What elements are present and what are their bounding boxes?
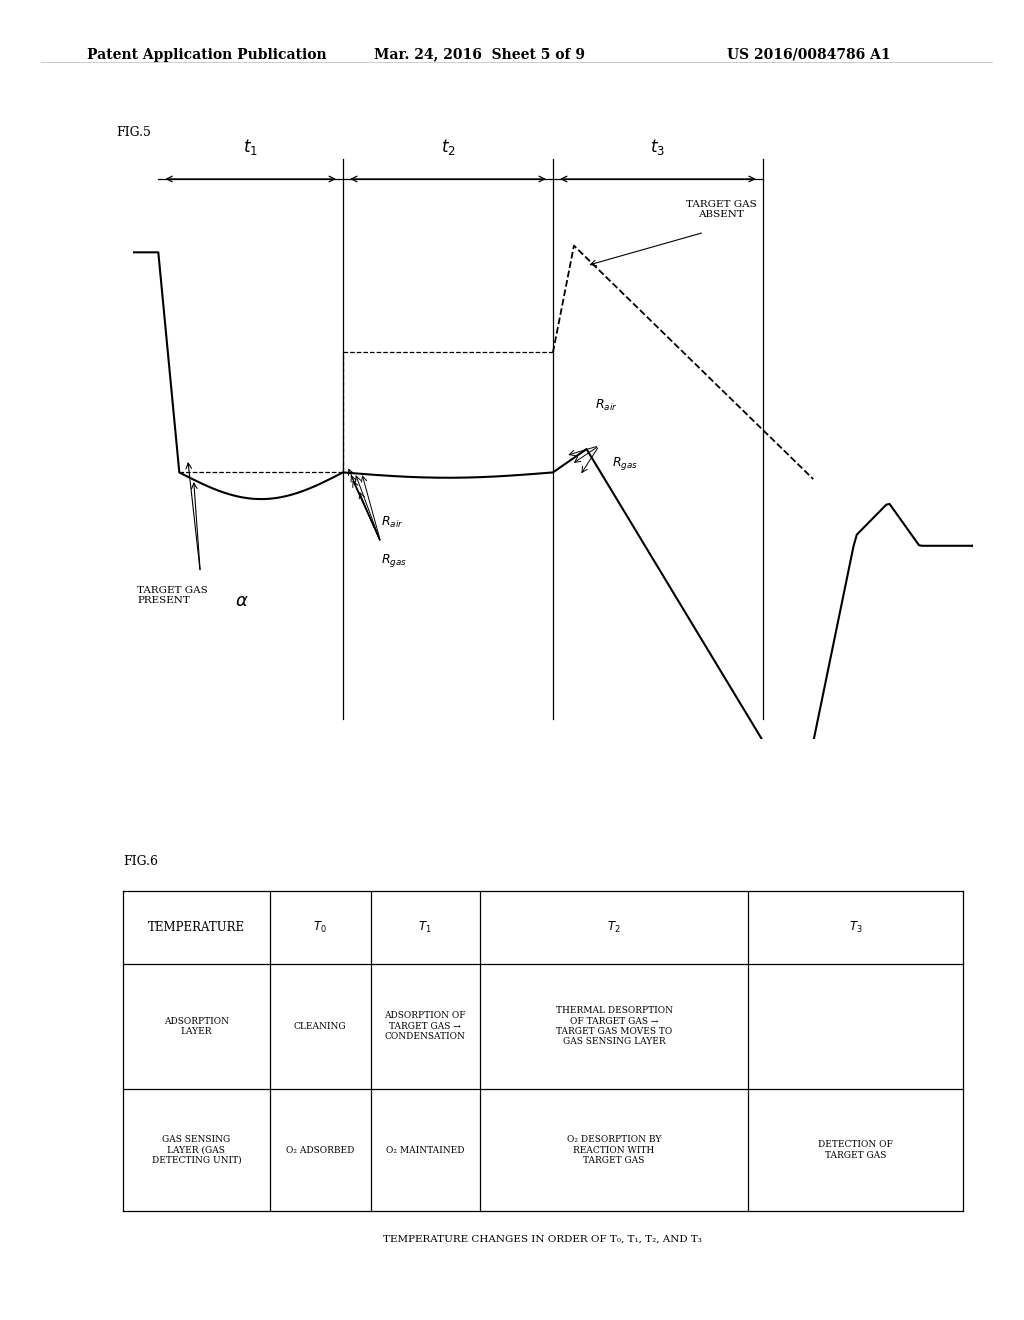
Text: Mar. 24, 2016  Sheet 5 of 9: Mar. 24, 2016 Sheet 5 of 9 [374, 48, 585, 62]
Text: O₂ DESORPTION BY
REACTION WITH
TARGET GAS: O₂ DESORPTION BY REACTION WITH TARGET GA… [567, 1135, 662, 1166]
Text: TARGET GAS
ABSENT: TARGET GAS ABSENT [685, 199, 757, 219]
Text: THERMAL DESORPTION
OF TARGET GAS →
TARGET GAS MOVES TO
GAS SENSING LAYER: THERMAL DESORPTION OF TARGET GAS → TARGE… [556, 1006, 673, 1047]
Text: FIG.5: FIG.5 [117, 125, 152, 139]
Text: $T_1$: $T_1$ [419, 920, 432, 935]
Text: CLEANING: CLEANING [294, 1022, 346, 1031]
Text: $t_3$: $t_3$ [650, 137, 666, 157]
Text: $\alpha$: $\alpha$ [236, 591, 249, 610]
Text: $T_0$: $T_0$ [313, 920, 327, 935]
Text: TARGET GAS
PRESENT: TARGET GAS PRESENT [137, 586, 208, 605]
Text: $R_{gas}$: $R_{gas}$ [381, 552, 407, 569]
Text: $R_{gas}$: $R_{gas}$ [611, 455, 638, 471]
Text: TEMPERATURE CHANGES IN ORDER OF T₀, T₁, T₂, AND T₃: TEMPERATURE CHANGES IN ORDER OF T₀, T₁, … [383, 1234, 702, 1243]
Text: $t_2$: $t_2$ [440, 137, 456, 157]
Text: ADSORPTION
LAYER: ADSORPTION LAYER [164, 1016, 228, 1036]
Text: $R_{air}$: $R_{air}$ [595, 399, 617, 413]
Text: FIG.6: FIG.6 [123, 855, 158, 869]
Text: DETECTION OF
TARGET GAS: DETECTION OF TARGET GAS [818, 1140, 893, 1160]
Text: $T_3$: $T_3$ [849, 920, 862, 935]
Text: Patent Application Publication: Patent Application Publication [87, 48, 327, 62]
Text: $R_{air}$: $R_{air}$ [381, 515, 403, 529]
Text: $T_2$: $T_2$ [607, 920, 621, 935]
Text: $t_1$: $t_1$ [244, 137, 258, 157]
Text: GAS SENSING
LAYER (GAS
DETECTING UNIT): GAS SENSING LAYER (GAS DETECTING UNIT) [152, 1135, 242, 1166]
Text: US 2016/0084786 A1: US 2016/0084786 A1 [727, 48, 891, 62]
Text: O₂ ADSORBED: O₂ ADSORBED [286, 1146, 354, 1155]
Text: TEMPERATURE: TEMPERATURE [147, 921, 245, 933]
Text: ADSORPTION OF
TARGET GAS →
CONDENSATION: ADSORPTION OF TARGET GAS → CONDENSATION [384, 1011, 466, 1041]
Text: O₂ MAINTAINED: O₂ MAINTAINED [386, 1146, 465, 1155]
